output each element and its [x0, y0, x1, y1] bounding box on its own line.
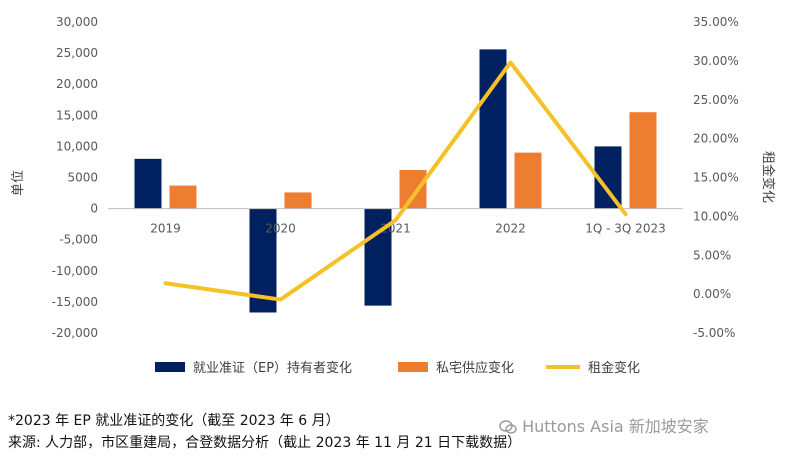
y2-tick-label: 20.00% [693, 132, 739, 146]
legend-label: 就业准证（EP）持有者变化 [193, 360, 352, 376]
y-tick-label: 20,000 [56, 77, 98, 91]
watermark: Huttons Asia 新加坡安家 [499, 413, 709, 437]
legend: 就业准证（EP）持有者变化 私宅供应变化 租金变化 [155, 360, 640, 376]
bar-supply [284, 192, 312, 209]
watermark-text: Huttons Asia 新加坡安家 [522, 417, 709, 436]
bar-supply [514, 152, 542, 209]
y-axis-title: 单位 [11, 170, 26, 196]
bar-series [134, 49, 657, 313]
y-tick-label: 15,000 [56, 108, 98, 122]
right-axis-ticks: 35.00% 30.00% 25.00% 20.00% 15.00% 10.00% 5.00… [693, 15, 739, 340]
y-tick-label: 5000 [67, 171, 98, 185]
legend-label: 私宅供应变化 [436, 360, 514, 376]
y2-tick-label: 15.00% [693, 171, 739, 185]
legend-swatch [398, 362, 428, 372]
y-tick-label: 30,000 [56, 15, 98, 29]
footnote-source: 来源: 人力部，市区重建局，合登数据分析（截止 2023 年 11 月 21 日… [8, 435, 522, 451]
y-tick-label: -15,000 [52, 295, 98, 309]
wechat-icon [499, 420, 517, 434]
y-tick-label: 0 [90, 202, 98, 216]
x-tick-label: 2019 [150, 222, 181, 236]
y2-tick-label: 0.00% [693, 287, 731, 301]
bar-ep [134, 158, 162, 209]
y-tick-label: -10,000 [52, 264, 98, 278]
y2-tick-label: 25.00% [693, 93, 739, 107]
x-tick-label: 2020 [265, 222, 296, 236]
bar-supply [169, 185, 197, 209]
y-tick-label: 10,000 [56, 139, 98, 153]
y2-tick-label: 5.00% [693, 248, 731, 262]
footnote-ep: *2023 年 EP 就业准证的变化（截至 2023 年 6 月） [8, 413, 340, 429]
y2-axis-title: 租金变化 [760, 151, 776, 203]
y-tick-label: -20,000 [52, 326, 98, 340]
y-tick-label: -5,000 [59, 233, 98, 247]
y-tick-label: 25,000 [56, 46, 98, 60]
legend-swatch [155, 362, 185, 372]
line-series [163, 60, 628, 302]
y2-tick-label: -5.00% [693, 326, 735, 340]
y2-tick-label: 10.00% [693, 209, 739, 223]
left-axis-ticks: 30,000 25,000 20,000 15,000 10,000 5000 0 -5,00… [52, 15, 98, 340]
x-tick-label: 2022 [495, 222, 526, 236]
category-labels: 2019 2020 2021 2022 1Q - 3Q 2023 [150, 222, 666, 236]
y2-tick-label: 30.00% [693, 54, 739, 68]
bar-supply [629, 112, 657, 209]
x-tick-label: 1Q - 3Q 2023 [585, 222, 665, 236]
rent-line [163, 60, 628, 302]
legend-label: 租金变化 [588, 360, 640, 376]
y2-tick-label: 35.00% [693, 15, 739, 29]
chart: 30,000 25,000 20,000 15,000 10,000 5000 0 -5,00… [11, 15, 776, 376]
bar-supply [399, 170, 427, 209]
